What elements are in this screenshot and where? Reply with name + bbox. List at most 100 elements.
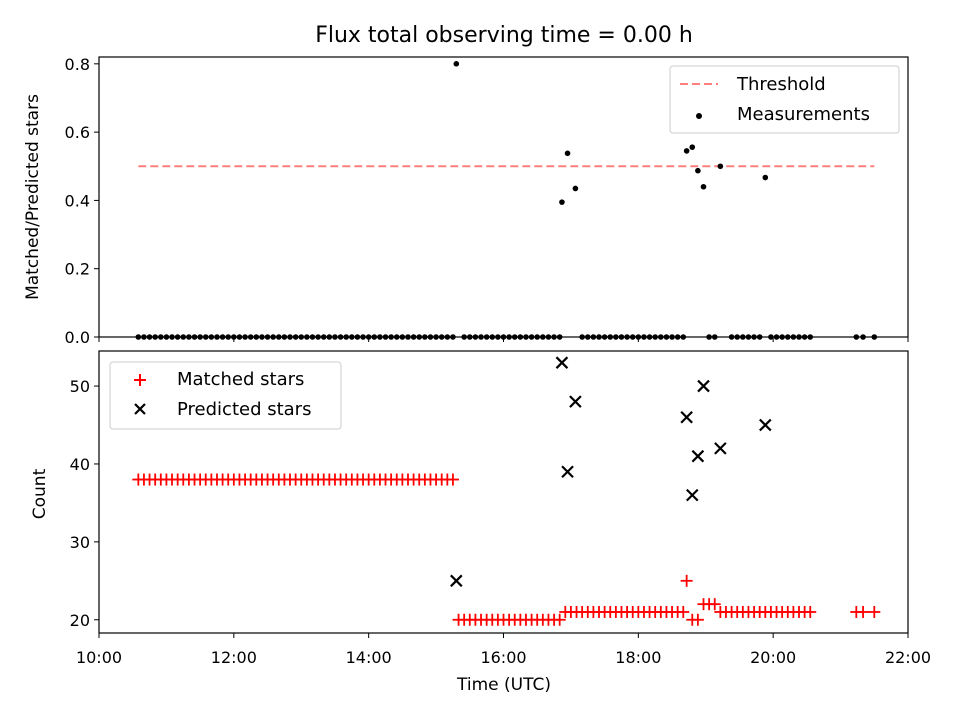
measurement-point xyxy=(635,334,642,340)
measurement-point xyxy=(773,334,780,340)
measurement-point xyxy=(270,334,276,340)
top-legend: Threshold Measurements xyxy=(669,65,900,134)
measurement-point xyxy=(219,334,226,340)
measurement-point xyxy=(790,334,797,340)
measurement-point xyxy=(545,334,552,340)
measurement-point xyxy=(596,334,602,340)
measurement-point xyxy=(388,334,394,340)
measurement-point xyxy=(382,334,389,340)
measurement-point xyxy=(801,334,808,340)
measurement-point xyxy=(393,334,400,340)
measurement-point xyxy=(728,334,735,340)
measurement-point xyxy=(214,334,220,340)
predicted-star-point xyxy=(569,395,582,408)
top-ytick-label: 0.6 xyxy=(65,123,90,142)
measurement-point xyxy=(700,183,707,190)
measurement-point xyxy=(559,199,565,205)
measurement-point xyxy=(489,334,496,340)
top-plot: 0.0 0.2 0.4 0.6 0.8 xyxy=(65,55,909,347)
measurement-point xyxy=(669,334,675,340)
top-legend-frame xyxy=(669,65,900,134)
measurement-point xyxy=(309,334,316,340)
measurement-point xyxy=(332,334,338,340)
measurement-point xyxy=(523,334,529,340)
x-axis-label: Time (UTC) xyxy=(456,675,551,695)
matched-star-point xyxy=(868,605,881,618)
measurement-point xyxy=(422,334,428,340)
legend-predicted-label: Predicted stars xyxy=(177,399,311,420)
measurement-point xyxy=(247,334,254,340)
measurement-point xyxy=(377,334,383,340)
top-ytick-label: 0.2 xyxy=(65,260,90,279)
legend-predicted-marker xyxy=(134,403,146,415)
measurement-point xyxy=(438,334,445,340)
legend-threshold-label: Threshold xyxy=(736,74,826,95)
measurement-point xyxy=(695,167,701,174)
measurement-point xyxy=(259,334,265,340)
xtick-label: 16:00 xyxy=(480,648,526,667)
measurement-point xyxy=(590,334,597,340)
matched-star-point xyxy=(680,574,693,587)
measurement-point xyxy=(427,334,434,340)
measurement-point xyxy=(444,334,451,340)
measurement-point xyxy=(624,334,630,340)
top-ytick-label: 0.8 xyxy=(65,55,90,74)
measurement-point xyxy=(584,334,591,340)
measurement-point xyxy=(768,334,774,340)
measurement-point xyxy=(540,334,546,340)
predicted-star-point xyxy=(691,449,705,463)
measurement-point xyxy=(641,334,647,340)
measurement-point xyxy=(135,334,142,340)
measurement-point xyxy=(320,334,327,340)
matched-star-point xyxy=(857,605,870,618)
measurement-point xyxy=(511,334,518,340)
measurement-point xyxy=(528,334,535,340)
measurement-point xyxy=(399,334,406,340)
legend-measurements-label: Measurements xyxy=(737,104,870,125)
bottom-ytick-label: 40 xyxy=(70,455,90,474)
bottom-plot: 20 30 40 50 10:00 12:00 14:00 16:00 18:00 20:00 22… xyxy=(70,350,931,667)
xtick-label: 20:00 xyxy=(750,648,796,667)
measurement-point xyxy=(629,334,636,340)
measurement-point xyxy=(601,334,608,340)
legend-matched-label: Matched stars xyxy=(177,369,304,390)
measurement-point xyxy=(163,334,170,340)
measurement-point xyxy=(564,150,571,157)
measurement-point xyxy=(472,334,479,340)
measurement-point xyxy=(579,334,585,340)
measurement-point xyxy=(618,334,625,340)
measurement-point xyxy=(807,334,814,340)
measurement-point xyxy=(337,334,344,340)
measurement-point xyxy=(517,334,524,340)
measurement-point xyxy=(740,334,746,340)
measurement-point xyxy=(646,334,653,340)
measurement-point xyxy=(450,334,456,340)
matched-star-point xyxy=(804,605,817,618)
measurement-point xyxy=(157,334,164,340)
measurement-point xyxy=(141,334,147,340)
bottom-y-axis-label: Count xyxy=(30,468,50,519)
measurement-point xyxy=(556,334,563,340)
measurement-point xyxy=(551,334,557,340)
measurement-point xyxy=(197,334,203,340)
measurement-point xyxy=(751,334,757,340)
measurement-point xyxy=(453,61,460,67)
measurement-point xyxy=(326,334,333,340)
matched-star-point xyxy=(691,613,704,626)
measurement-point xyxy=(410,334,417,340)
chart-title: Flux total observing time = 0.00 h xyxy=(315,23,693,48)
bottom-legend-frame xyxy=(109,361,342,430)
xtick-label: 18:00 xyxy=(615,648,661,667)
matched-star-point xyxy=(708,598,721,611)
matched-star-point xyxy=(553,613,566,626)
bottom-ytick-label: 20 xyxy=(70,611,90,630)
measurement-point xyxy=(360,334,366,340)
measurement-point xyxy=(433,334,439,340)
measurement-point xyxy=(275,334,282,340)
measurement-point xyxy=(236,334,243,340)
measurement-point xyxy=(202,334,209,340)
measurement-point xyxy=(371,334,378,340)
predicted-star-point xyxy=(450,574,463,588)
measurement-point xyxy=(756,334,763,340)
